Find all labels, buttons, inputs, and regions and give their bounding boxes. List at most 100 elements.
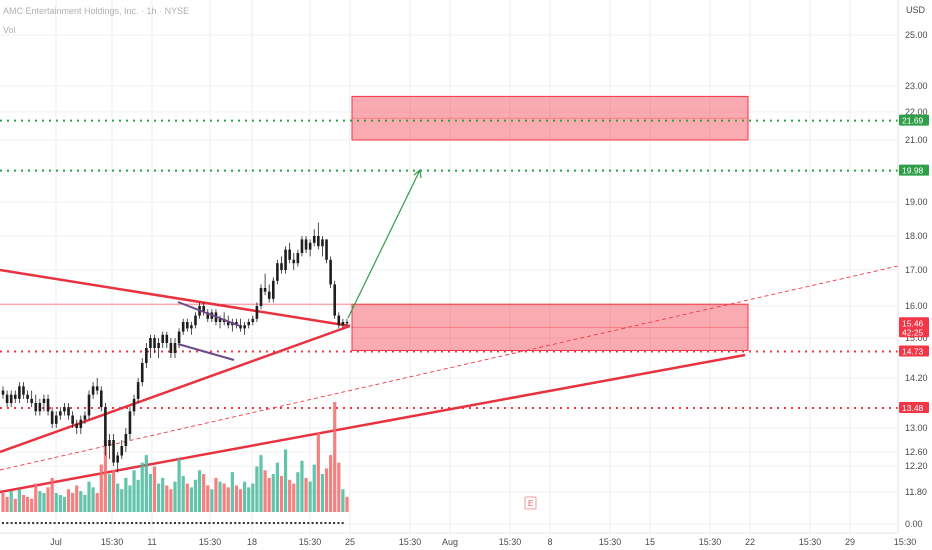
session-dot	[118, 522, 121, 524]
candle-body	[112, 440, 115, 463]
candle-body	[239, 325, 242, 329]
session-dot	[66, 522, 69, 524]
session-dot	[315, 522, 318, 524]
session-dot	[285, 522, 288, 524]
candle-body	[206, 312, 210, 319]
session-dot	[229, 522, 232, 524]
volume-bar	[214, 477, 218, 512]
time-tick-label: 15:30	[699, 537, 722, 547]
price-tick-label: 16.00	[905, 301, 928, 311]
candle-body	[42, 398, 46, 403]
session-dot	[217, 522, 219, 524]
price-tick-label: 22.00	[905, 107, 928, 117]
volume-bar	[62, 496, 67, 512]
session-dot	[212, 522, 215, 524]
chart-grid	[0, 0, 898, 533]
candle-body	[153, 338, 156, 348]
time-tick-label: 11	[147, 537, 156, 547]
volume-bar	[210, 489, 214, 512]
session-dot	[272, 522, 275, 524]
session-dot	[152, 522, 155, 524]
candle-body	[169, 343, 173, 353]
session-dot	[247, 522, 250, 524]
session-dot	[238, 522, 241, 524]
candle-body	[132, 398, 136, 412]
time-tick-label: 29	[845, 537, 855, 547]
session-dot	[23, 522, 26, 524]
time-tick-label: 15:30	[101, 537, 124, 547]
candle-body	[280, 263, 283, 270]
volume-bar	[34, 483, 38, 512]
time-tick-label: 18	[247, 537, 257, 547]
session-dot	[27, 522, 30, 524]
volume-bar	[9, 491, 13, 512]
volume-bar	[116, 483, 120, 512]
volume-bar	[152, 466, 157, 512]
session-dot	[186, 522, 189, 524]
session-dot	[19, 522, 22, 524]
volume-bar	[38, 491, 42, 512]
long-support-trendline	[0, 353, 746, 494]
session-dot	[122, 522, 125, 524]
session-dot	[83, 522, 86, 524]
session-dot	[105, 522, 108, 524]
session-dot	[277, 522, 280, 524]
price-tick-label: 12.20	[905, 461, 928, 471]
candle-body	[251, 318, 255, 322]
candle-body	[218, 318, 222, 322]
volume-bar	[13, 498, 17, 512]
session-dot	[96, 522, 99, 524]
session-dot	[178, 522, 181, 524]
price-tick-label: 11.80	[905, 487, 927, 497]
session-dot	[182, 522, 185, 524]
candle-body	[284, 249, 287, 270]
session-dot	[14, 522, 17, 524]
volume-bar	[345, 496, 349, 512]
volume-bar	[341, 489, 345, 512]
volume-bar	[324, 468, 329, 512]
volume-bar	[75, 485, 79, 512]
price-tick-label: 13.00	[905, 423, 928, 433]
candle-body	[145, 348, 148, 363]
session-dot	[45, 522, 47, 524]
candle-body	[276, 263, 279, 281]
candle-body	[341, 322, 345, 326]
volume-bar	[275, 462, 279, 512]
volume-bar	[263, 470, 267, 512]
candle-body	[75, 423, 79, 428]
volume-bar	[58, 494, 62, 512]
candle-body	[263, 288, 267, 292]
volume-bar	[193, 479, 198, 512]
volume-bar	[111, 470, 116, 512]
volume-bar	[66, 489, 71, 512]
candle-body	[333, 284, 337, 316]
price-badge: 21.69	[899, 114, 929, 126]
price-badge-bg	[899, 164, 929, 176]
price-tick-label: 18.00	[905, 231, 928, 241]
candle-body	[104, 407, 107, 446]
session-dot	[92, 522, 95, 524]
session-dot	[62, 522, 65, 524]
candle-body	[46, 398, 50, 412]
time-tick-label: 8	[547, 537, 552, 547]
price-tick-label: 17.00	[905, 265, 928, 275]
session-dot	[234, 522, 237, 524]
session-dot	[40, 522, 43, 524]
flag-upper-line	[177, 301, 241, 327]
candle-body	[26, 394, 29, 399]
volume-bar	[202, 474, 206, 512]
descending-trendline	[0, 268, 351, 328]
price-tick-label: 19.00	[905, 197, 928, 207]
volume-bar	[165, 485, 169, 512]
session-dot	[143, 522, 146, 524]
session-dot	[169, 522, 172, 524]
risk-zones	[351, 95, 749, 352]
candle-body	[173, 343, 177, 353]
volume-legend-label: Vol	[3, 25, 16, 35]
time-tick-label: 25	[345, 537, 355, 547]
earnings-marker[interactable]: E	[524, 496, 537, 510]
volume-bar	[124, 477, 128, 512]
candle-body	[165, 334, 169, 343]
